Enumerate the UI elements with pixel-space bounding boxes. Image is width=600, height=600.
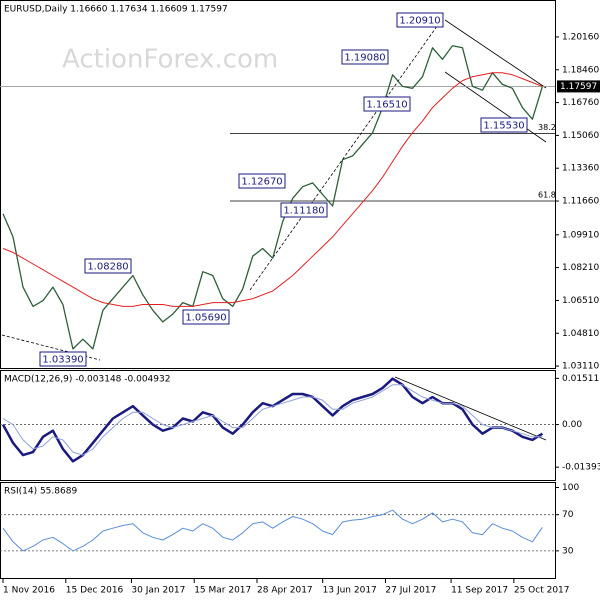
y-tick-label: 1.15060 [562, 131, 599, 141]
price-label: 1.16510 [366, 100, 407, 111]
price-label: 1.08280 [87, 262, 128, 273]
last-price-box [557, 80, 600, 93]
x-tick-label: 13 Jun 2017 [323, 586, 377, 596]
price-label: 1.20910 [399, 16, 440, 27]
series-line [2, 384, 543, 456]
support-line [1, 334, 101, 361]
y-tick-label: 1.08210 [562, 263, 599, 273]
rsi-title: RSI(14) 55.8689 [4, 487, 77, 497]
y-tick-label: 1.06510 [562, 296, 599, 306]
y-tick-label: 0.01511 [562, 374, 599, 384]
rsi-frame [0, 482, 556, 579]
channel-bottom [444, 71, 547, 143]
price-label-box [341, 49, 389, 65]
series-line [2, 45, 544, 350]
price-label: 1.15530 [483, 121, 524, 132]
y-tick-label: 1.16760 [562, 98, 599, 108]
y-tick-label: 1.04810 [562, 329, 599, 339]
price-label: 1.03390 [42, 355, 83, 366]
price-label: 1.12670 [241, 177, 282, 188]
price-label-box [84, 258, 132, 274]
y-tick-label: 0.00 [562, 420, 582, 430]
price-label-box [363, 96, 411, 112]
series-line [2, 509, 543, 552]
fib-level-label: 61.8 [538, 191, 556, 200]
frames [0, 0, 556, 579]
y-tick-label: 70 [562, 510, 574, 520]
series-line [2, 72, 543, 307]
macd-frame [0, 370, 556, 481]
price-label-box [182, 309, 230, 325]
y-tick-label: 1.18460 [562, 65, 599, 75]
trend-lines [1, 19, 547, 441]
y-tick-label: 30 [562, 546, 574, 556]
y-tick-label: 100 [562, 483, 579, 493]
x-tick-label: 27 Jul 2017 [385, 586, 436, 596]
x-tick-label: 25 Oct 2017 [514, 586, 570, 596]
fib-level-label: 38.2 [538, 123, 556, 132]
price-title: EURUSD,Daily 1.16660 1.17634 1.16609 1.1… [4, 5, 228, 15]
price-frame [0, 0, 556, 369]
price-label: 1.05690 [185, 313, 226, 324]
price-label-box [396, 12, 444, 28]
x-tick-label: 15 Mar 2017 [194, 586, 251, 596]
x-tick-label: 11 Sep 2017 [451, 586, 508, 596]
x-tick-label: 28 Apr 2017 [257, 586, 313, 596]
price-label: 1.11180 [283, 206, 324, 217]
x-tick-label: 15 Dec 2016 [66, 586, 124, 596]
price-label-box [480, 117, 528, 133]
macd-title: MACD(12,26,9) -0.003148 -0.004932 [4, 375, 170, 385]
channel-top [444, 19, 547, 89]
y-tick-label: 1.11660 [562, 197, 599, 207]
y-tick-label: -0.013938 [562, 463, 600, 473]
price-label-box [39, 351, 87, 367]
price-label-box [280, 202, 328, 218]
x-tick-label: 30 Jan 2017 [131, 586, 185, 596]
x-tick-label: 1 Nov 2016 [3, 586, 55, 596]
price-label: 1.19080 [344, 53, 385, 64]
macd-trend-line [394, 376, 547, 441]
y-tick-label: 1.20160 [562, 32, 599, 42]
watermark: ActionForex.com [62, 45, 278, 75]
price-label-box [238, 173, 286, 189]
y-tick-label: 1.13360 [562, 164, 599, 174]
last-price-label: 1.17597 [560, 82, 597, 92]
y-tick-label: 1.09910 [562, 230, 599, 240]
y-tick-label: 1.03110 [562, 362, 599, 372]
